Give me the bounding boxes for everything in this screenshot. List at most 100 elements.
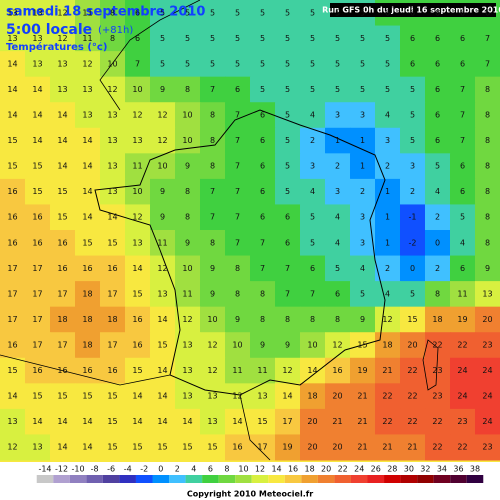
colorbar-swatch: [466, 475, 484, 483]
temperature-cell: [250, 102, 276, 129]
temperature-cell: [275, 306, 301, 333]
temperature-value: 21: [357, 392, 367, 401]
temperature-cell: [150, 408, 176, 435]
temperature-value: 6: [260, 111, 265, 120]
temperature-cell: [375, 178, 401, 205]
temperature-value: 14: [82, 136, 92, 145]
temperature-value: 12: [157, 264, 167, 273]
temperature-value: 17: [32, 264, 42, 273]
colorbar-label: 4: [191, 465, 196, 474]
temperature-value: 23: [432, 392, 442, 401]
temperature-cell: [375, 127, 401, 154]
temperature-cell: [25, 281, 51, 308]
temperature-value: 5: [335, 34, 340, 43]
temperature-value: 13: [82, 111, 92, 120]
temperature-value: 5: [360, 8, 365, 17]
temperature-cell: [400, 76, 426, 103]
colorbar-swatch: [102, 475, 120, 483]
colorbar: -14 -12 -10 -8 -6 -4 -2 0 2 4 6 8 10 12 14 16 18 20 22 24 26…: [36, 465, 484, 483]
temperature-cell: [325, 127, 351, 154]
temperature-cell: [25, 255, 51, 282]
temperature-value: 5: [285, 162, 290, 171]
temperature-cell: [200, 255, 226, 282]
temperature-cell: [375, 434, 401, 461]
temperature-cell: [175, 102, 201, 129]
colorbar-label: 28: [387, 465, 397, 474]
temperature-value: 18: [432, 315, 442, 324]
temperature-cell: [300, 76, 326, 103]
colorbar-swatch: [433, 475, 451, 483]
temperature-cell: [0, 230, 26, 257]
temperature-value: 20: [407, 341, 417, 350]
temperature-value: 8: [235, 264, 240, 273]
colorbar-swatch: [367, 475, 385, 483]
temperature-value: 6: [260, 187, 265, 196]
temperature-cell: [50, 408, 76, 435]
temperature-cell: [275, 332, 301, 359]
temperature-value: 3: [360, 213, 365, 222]
temperature-cell: [100, 230, 126, 257]
temperature-cell: [50, 230, 76, 257]
temperature-cell: [450, 153, 476, 180]
temperature-value: 8: [335, 315, 340, 324]
temperature-cell: [425, 51, 451, 78]
temperature-value: 18: [307, 392, 317, 401]
temperature-cell: [150, 332, 176, 359]
run-info: Run GFS 0h du jeudi 16 septembre 2010: [322, 6, 500, 15]
temperature-cell: [475, 230, 500, 257]
colorbar-label: 14: [271, 465, 281, 474]
temperature-cell: [225, 51, 251, 78]
temperature-cell: [0, 281, 26, 308]
temperature-value: 24: [482, 366, 492, 375]
temperature-cell: [125, 434, 151, 461]
temperature-cell: [75, 306, 101, 333]
temperature-cell: [0, 153, 26, 180]
temperature-value: 1: [385, 187, 390, 196]
temperature-value: 7: [260, 264, 265, 273]
temperature-cell: [350, 51, 376, 78]
colorbar-label: 30: [404, 465, 414, 474]
temperature-value: 10: [232, 341, 242, 350]
temperature-cell: [275, 230, 301, 257]
temperature-value: 16: [107, 264, 117, 273]
temperature-value: 9: [360, 315, 365, 324]
temperature-value: 12: [57, 8, 67, 17]
temperature-value: 7: [210, 187, 215, 196]
colorbar-label: 8: [224, 465, 229, 474]
colorbar-label: 12: [255, 465, 265, 474]
temperature-cell: [300, 51, 326, 78]
colorbar-swatch: [334, 475, 351, 483]
temperature-cell: [325, 76, 351, 103]
temperature-cell: [200, 153, 226, 180]
temperature-cell: [225, 0, 251, 27]
temperature-cell: [25, 306, 51, 333]
temperature-cell: [0, 178, 26, 205]
temperature-value: 8: [485, 136, 490, 145]
temperature-cell: [125, 332, 151, 359]
temperature-value: 6: [460, 8, 465, 17]
temperature-cell: [225, 383, 251, 410]
temperature-value: 14: [282, 392, 292, 401]
temperature-cell: [450, 434, 476, 461]
colorbar-label: 34: [437, 465, 447, 474]
temperature-cell: [175, 178, 201, 205]
temperature-value: 6: [135, 8, 140, 17]
temperature-cell: [100, 383, 126, 410]
temperature-value: 7: [460, 111, 465, 120]
temperature-cell: [25, 178, 51, 205]
temperature-cell: [50, 204, 76, 231]
temperature-cell: [150, 178, 176, 205]
temperature-cell: [275, 434, 301, 461]
temperature-value: 2: [385, 162, 390, 171]
temperature-value: 15: [107, 417, 117, 426]
temperature-value: 9: [210, 264, 215, 273]
temperature-cell: [175, 255, 201, 282]
temperature-value: 4: [335, 213, 340, 222]
temperature-cell: [150, 76, 176, 103]
temperature-value: 6: [460, 187, 465, 196]
temperature-value: 3: [335, 187, 340, 196]
temperature-value: 22: [457, 341, 467, 350]
temperature-value: 9: [160, 187, 165, 196]
temperature-cell: [250, 76, 276, 103]
temperature-cell: [425, 102, 451, 129]
